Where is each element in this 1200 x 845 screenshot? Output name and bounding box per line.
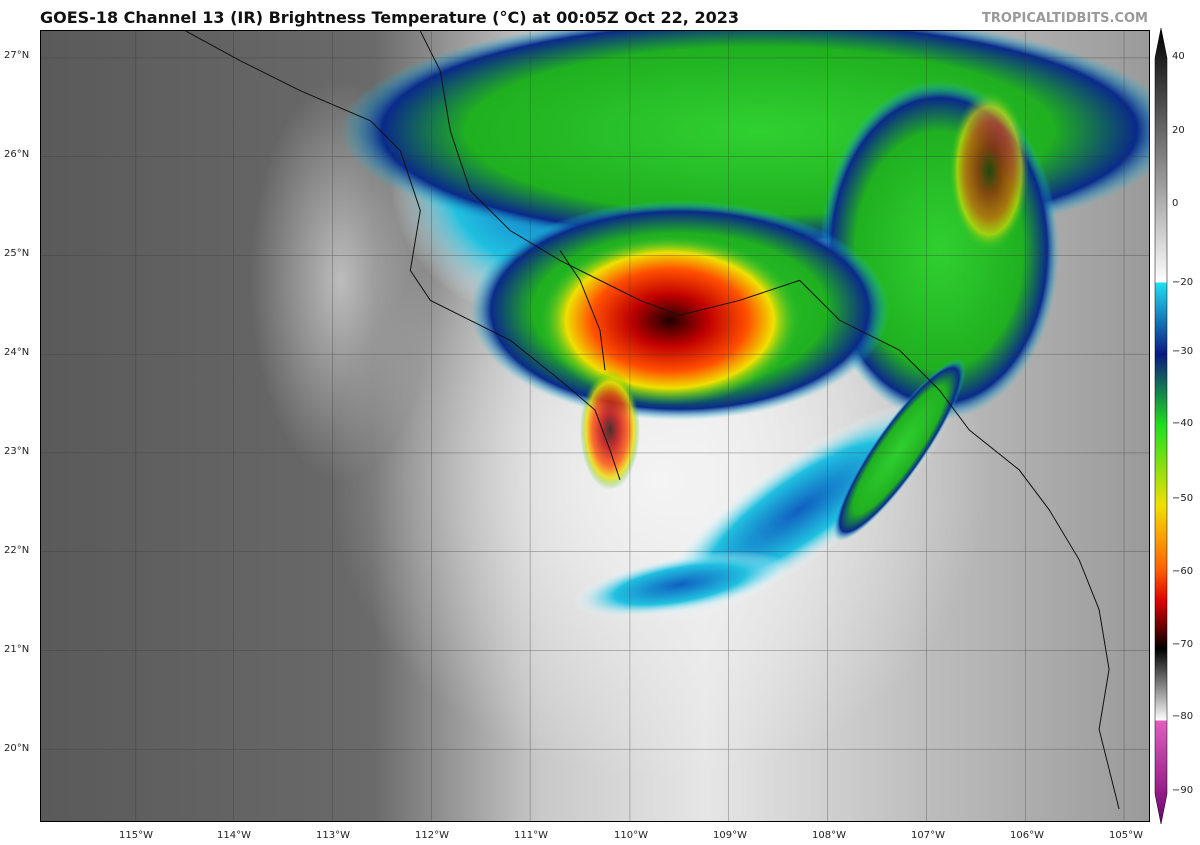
lat-label: 26°N [4,149,30,160]
lon-label: 113°W [316,830,350,841]
lon-label: 105°W [1109,830,1143,841]
lat-label: 24°N [4,347,30,358]
colorbar-tick-label: 40 [1172,51,1185,62]
lat-label: 25°N [4,248,30,259]
lon-label: 114°W [217,830,251,841]
lon-label: 112°W [415,830,449,841]
lon-label: 110°W [614,830,648,841]
colorbar-tick-label: 20 [1172,125,1185,136]
colorbar-tick-label: 0 [1172,198,1179,209]
colorbar-tick-label: −90 [1172,785,1194,796]
lat-label: 22°N [4,545,30,556]
lat-label: 20°N [4,743,30,754]
colorbar-tick-label: −70 [1172,639,1194,650]
lon-label: 109°W [713,830,747,841]
coastline [185,31,1120,810]
colorbar-tick-label: −50 [1172,493,1194,504]
lon-label: 106°W [1010,830,1044,841]
lat-label: 23°N [4,446,30,457]
lon-label: 107°W [911,830,945,841]
colorbar [1154,28,1168,824]
colorbar-tick-label: −60 [1172,566,1194,577]
lat-label: 27°N [4,50,30,61]
colorbar-tick-label: −80 [1172,711,1194,722]
lon-label: 108°W [812,830,846,841]
credit-text: TROPICALTIDBITS.COM [982,11,1148,26]
colorbar-tick-label: −30 [1172,346,1194,357]
colorbar-tick-label: −40 [1172,418,1194,429]
lon-label: 111°W [514,830,548,841]
satellite-map [40,30,1150,822]
colorbar-scale [1154,28,1168,824]
map-title: GOES-18 Channel 13 (IR) Brightness Tempe… [40,8,739,27]
lat-label: 21°N [4,644,30,655]
lon-label: 115°W [119,830,153,841]
colorbar-tick-label: −20 [1172,277,1194,288]
